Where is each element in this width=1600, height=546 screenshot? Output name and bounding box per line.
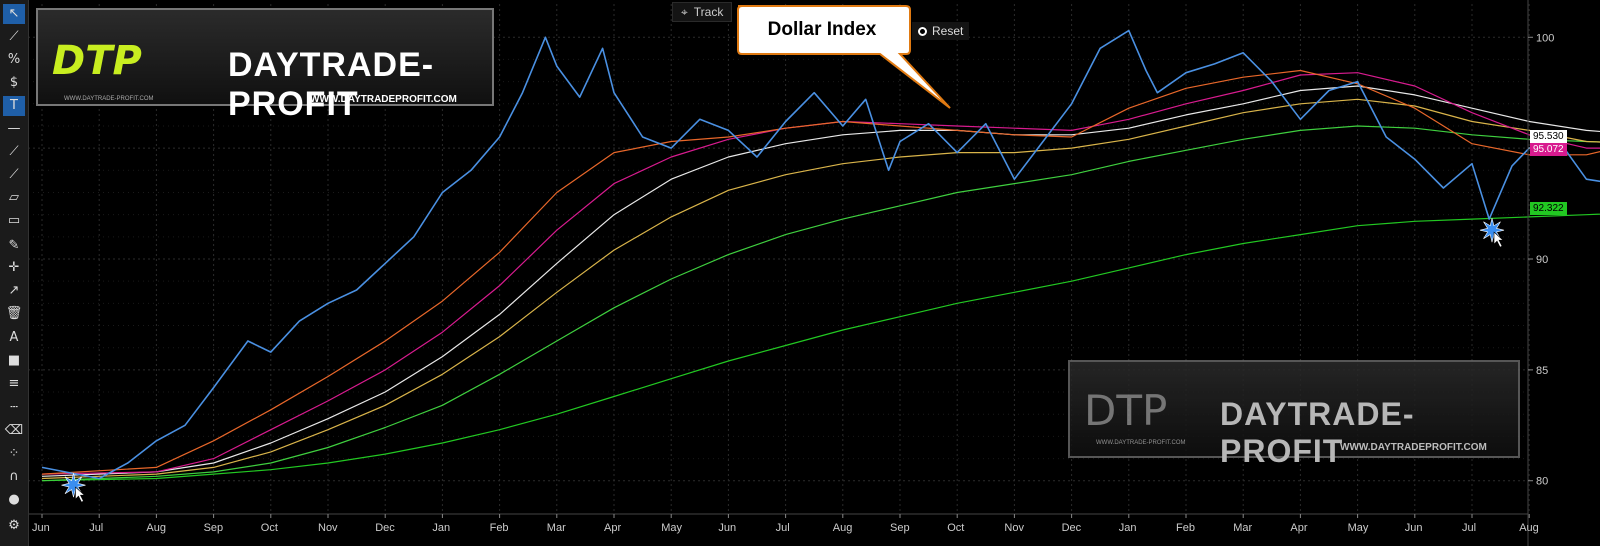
trash-icon[interactable]: 🗑 bbox=[5, 306, 23, 321]
logo-name: DAYTRADE-PROFIT bbox=[1220, 396, 1415, 469]
x-tick-label: Feb bbox=[490, 522, 509, 534]
text-tool-icon[interactable]: T bbox=[3, 96, 25, 116]
eraser-icon[interactable]: ⌫ bbox=[4, 423, 24, 438]
reset-button[interactable]: Reset bbox=[912, 22, 970, 40]
logo-small-url: WWW.DAYTRADE-PROFIT.COM bbox=[64, 96, 154, 102]
x-tick-label: Apr bbox=[1290, 522, 1307, 534]
x-tick-label: Jun bbox=[1405, 522, 1423, 534]
radio-icon bbox=[918, 27, 927, 37]
callout-bubble: Dollar Index bbox=[737, 5, 951, 109]
star-markers bbox=[61, 218, 1505, 503]
y-tick-label: 90 bbox=[1536, 254, 1548, 266]
y-tick-label: 85 bbox=[1536, 365, 1548, 377]
fill-color-icon[interactable]: ■ bbox=[7, 353, 21, 368]
select-arrow-icon[interactable]: ↗ bbox=[8, 283, 20, 298]
x-tick-label: Apr bbox=[604, 522, 621, 534]
x-tick-label: Jul bbox=[776, 522, 790, 534]
x-tick-label: Jun bbox=[718, 522, 736, 534]
cursor-pointer-icon bbox=[75, 486, 86, 503]
callout-text: Dollar Index bbox=[768, 19, 877, 40]
x-axis: Jun Jul Aug Sep Oct Nov Dec Jan Feb Mar Apr May Jun J… bbox=[28, 513, 1539, 534]
price-tag: 95.072 bbox=[1530, 142, 1567, 156]
font-icon[interactable]: A bbox=[9, 330, 19, 345]
cursor-icon[interactable]: ↖ bbox=[3, 4, 25, 24]
x-tick-label: Sep bbox=[890, 522, 910, 534]
drawing-toolbar: ↖ ⟋% $ T — ⟋ ⟋ ▱ ▭ ✎ ✛ ↗ 🗑 A ■ ≡ ┄ ⌫ ⁘ ∩ ● ⚙ bbox=[0, 0, 29, 546]
track-label: Track bbox=[693, 5, 724, 19]
node-icon[interactable]: ⁘ bbox=[8, 446, 20, 461]
logo-bottom: DTP DAYTRADE-PROFIT WWW.DAYTRADEPROFIT.C… bbox=[1068, 360, 1520, 469]
moving-average-line bbox=[41, 85, 1600, 477]
logo-top: DTP DAYTRADE-PROFIT WWW.DAYTRADEPROFIT.C… bbox=[36, 8, 494, 123]
regression-icon[interactable]: ▭ bbox=[7, 213, 21, 228]
reset-label: Reset bbox=[932, 24, 964, 38]
trend-line-icon[interactable]: ⟋ bbox=[9, 144, 19, 159]
x-tick-label: Dec bbox=[375, 522, 395, 534]
logo-mark: DTP bbox=[1084, 386, 1168, 435]
moving-average-line bbox=[41, 213, 1600, 482]
percent-icon[interactable]: % bbox=[7, 52, 21, 67]
x-tick-label: Jan bbox=[432, 522, 450, 534]
series-lines bbox=[41, 29, 1600, 482]
x-tick-label: May bbox=[661, 522, 682, 534]
price-tag: 95.530 bbox=[1530, 130, 1567, 144]
logo-small-url: WWW.DAYTRADE-PROFIT.COM bbox=[1096, 440, 1186, 446]
crosshair-icon: ⌖ bbox=[681, 5, 688, 19]
x-tick-label: Aug bbox=[833, 522, 853, 534]
x-tick-label: Feb bbox=[1176, 522, 1195, 534]
palette-icon[interactable]: ● bbox=[8, 492, 20, 507]
moving-average-line bbox=[41, 72, 1600, 475]
logo-mark: DTP bbox=[52, 38, 142, 84]
x-tick-label: Jul bbox=[89, 522, 103, 534]
x-tick-label: Aug bbox=[146, 522, 166, 534]
moving-average-line bbox=[41, 98, 1600, 480]
y-tick-label: 80 bbox=[1536, 476, 1548, 488]
x-tick-label: Aug bbox=[1519, 522, 1539, 534]
price-series-line bbox=[41, 29, 1600, 480]
price-tag: 92.322 bbox=[1530, 201, 1567, 215]
x-tick-label: Dec bbox=[1062, 522, 1082, 534]
channel-icon[interactable]: ▱ bbox=[9, 190, 19, 205]
magnet-icon[interactable]: ∩ bbox=[9, 469, 19, 484]
x-tick-label: Oct bbox=[947, 522, 964, 534]
x-tick-label: Jun bbox=[32, 522, 50, 534]
x-tick-label: Jul bbox=[1462, 522, 1476, 534]
ray-icon[interactable]: ⟋ bbox=[9, 167, 19, 182]
x-tick-label: Mar bbox=[547, 522, 566, 534]
crosshair-icon[interactable]: ✛ bbox=[8, 260, 20, 275]
dollar-icon[interactable]: $ bbox=[9, 75, 19, 90]
moving-average-line bbox=[41, 125, 1600, 482]
x-tick-label: Jan bbox=[1119, 522, 1137, 534]
line-style-icon[interactable]: ┄ bbox=[10, 400, 18, 415]
x-tick-label: Mar bbox=[1233, 522, 1252, 534]
pencil-icon[interactable]: ✎ bbox=[8, 238, 20, 253]
x-tick-label: Oct bbox=[261, 522, 278, 534]
logo-name: DAYTRADE-PROFIT bbox=[228, 46, 435, 123]
horizontal-line-icon[interactable]: — bbox=[7, 121, 21, 136]
line-weight-icon[interactable]: ≡ bbox=[8, 376, 20, 391]
x-tick-label: Nov bbox=[1004, 522, 1024, 534]
cursor-pointer-icon bbox=[1493, 231, 1504, 248]
logo-url: WWW.DAYTRADEPROFIT.COM bbox=[310, 94, 457, 105]
track-button[interactable]: ⌖ Track bbox=[672, 2, 733, 22]
y-tick-label: 100 bbox=[1536, 32, 1554, 44]
x-tick-label: Sep bbox=[204, 522, 224, 534]
logo-url: WWW.DAYTRADEPROFIT.COM bbox=[1340, 442, 1487, 453]
line-draw-icon[interactable]: ⟋ bbox=[9, 29, 19, 44]
x-tick-label: May bbox=[1348, 522, 1369, 534]
x-tick-label: Nov bbox=[318, 522, 338, 534]
moving-average-line bbox=[41, 69, 1600, 475]
settings-icon[interactable]: ⚙ bbox=[8, 518, 20, 533]
